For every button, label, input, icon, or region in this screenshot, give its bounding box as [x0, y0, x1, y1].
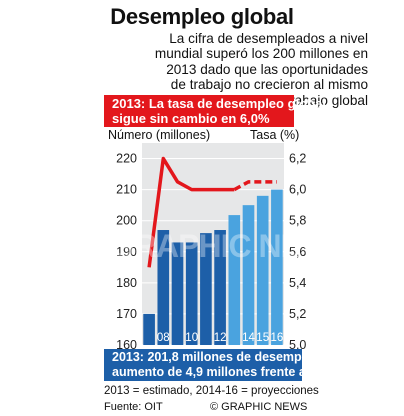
bar-2015 — [256, 195, 269, 345]
y2-tick-label: 5,4 — [289, 276, 306, 290]
y-tick-label: 160 — [116, 338, 137, 352]
y-tick-label: 180 — [116, 276, 137, 290]
bar-2008 — [157, 230, 170, 345]
bar-2013 — [228, 215, 241, 345]
rate-callout-line: sigue sin cambio en 6,0% — [112, 111, 270, 126]
rate-callout-line: 2013: La tasa de desempleo global — [112, 96, 326, 111]
count-callout-line: 2013: 201,8 millones de desempleados, — [112, 350, 345, 364]
source: Fuente: OIT — [104, 401, 163, 413]
x-tick-label: 12 — [214, 332, 227, 344]
y-tick-label: 170 — [116, 307, 137, 321]
x-tick-label: 16 — [271, 332, 284, 344]
footnote: 2013 = estimado, 2014-16 = proyecciones — [104, 385, 319, 397]
bar-2010 — [185, 242, 198, 345]
intro-line: La cifra de desempleados a nivel — [169, 31, 368, 46]
y2-tick-label: 5,2 — [289, 307, 306, 321]
y2-tick-label: 5,8 — [289, 214, 306, 228]
x-tick-label: 10 — [185, 332, 198, 344]
bar-2016 — [271, 189, 283, 345]
count-callout: 2013: 201,8 millones de desempleados, au… — [104, 349, 345, 381]
y-tick-label: 210 — [116, 183, 137, 197]
page-title: Desempleo global — [110, 4, 294, 29]
bar-2014 — [242, 205, 255, 345]
y2-axis-title: Tasa (%) — [250, 128, 300, 142]
x-tick-label: 15 — [256, 332, 269, 344]
y2-tick-label: 6,2 — [289, 152, 306, 166]
bar-2009 — [171, 242, 184, 345]
count-callout-line: aumento de 4,9 millones frente a 2012 — [112, 365, 338, 379]
intro-line: mundial superó los 200 millones en — [154, 46, 368, 62]
x-tick-label: 08 — [157, 332, 170, 344]
bar-2007 — [143, 313, 155, 345]
y-tick-label: 220 — [116, 152, 137, 166]
rate-line-projected — [233, 180, 277, 192]
intro-line: 2013 dado que las oportunidades — [166, 61, 368, 77]
y2-tick-label: 5,6 — [289, 245, 306, 259]
intro-line: de trabajo no crecieron al mismo — [170, 77, 368, 93]
y2-tick-label: 6,0 — [289, 183, 306, 197]
bar-2012 — [214, 230, 226, 345]
y-tick-label: 200 — [116, 214, 137, 228]
x-tick-label: 14 — [242, 332, 255, 344]
bar-2011 — [200, 233, 212, 345]
rate-callout: 2013: La tasa de desempleo global sigue … — [104, 95, 326, 127]
rate-line — [147, 156, 235, 268]
credit: © GRAPHIC NEWS — [210, 401, 308, 413]
y2-tick-label: 5,0 — [289, 338, 306, 352]
y-tick-label: 190 — [116, 245, 137, 259]
y-axis-title: Número (millones) — [108, 128, 211, 142]
